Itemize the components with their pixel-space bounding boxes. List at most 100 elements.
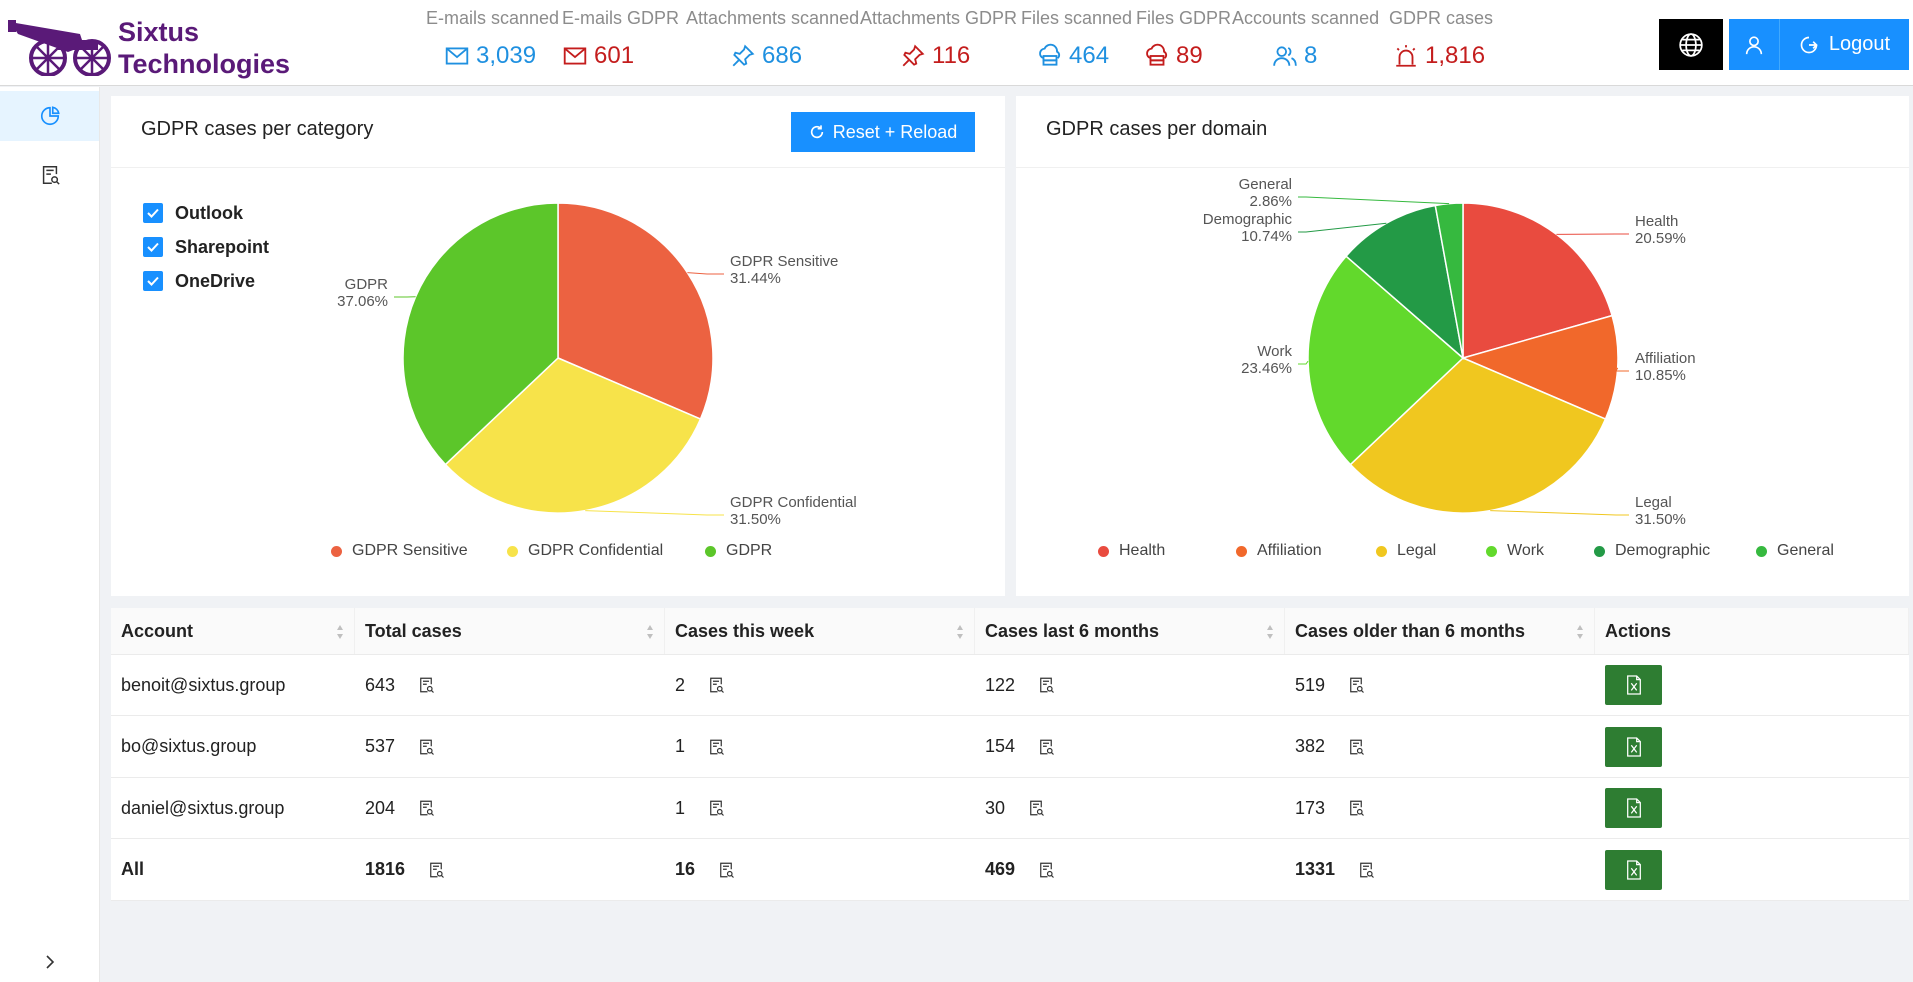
pie-slice-demographic[interactable] bbox=[1345, 204, 1465, 360]
user-button[interactable] bbox=[1729, 19, 1779, 70]
leader-line bbox=[1298, 222, 1387, 233]
legend-item-legal[interactable]: Legal bbox=[1376, 542, 1436, 560]
cell-six: 154 bbox=[975, 717, 1285, 777]
stat-number: 464 bbox=[1069, 42, 1110, 69]
language-button[interactable] bbox=[1659, 19, 1723, 70]
column-header-account[interactable]: Account bbox=[111, 608, 355, 654]
domain-chart-card: GDPR cases per domain Health 20.59% Affili… bbox=[1016, 96, 1909, 596]
cell-older: 519 bbox=[1285, 655, 1595, 715]
sort-icon[interactable] bbox=[1576, 624, 1584, 640]
stat-number: 686 bbox=[762, 42, 803, 69]
filter-sharepoint[interactable]: Sharepoint bbox=[143, 230, 269, 264]
file-search-icon[interactable] bbox=[1037, 738, 1055, 756]
checkbox-checked-icon[interactable] bbox=[143, 271, 163, 291]
file-search-icon[interactable] bbox=[1037, 676, 1055, 694]
sidebar-item-dashboard[interactable] bbox=[0, 91, 99, 141]
logout-label: Logout bbox=[1828, 33, 1891, 55]
cell-week: 1 bbox=[665, 778, 975, 838]
file-search-icon[interactable] bbox=[707, 799, 725, 817]
export-excel-button[interactable] bbox=[1605, 849, 1662, 890]
column-header-total-cases[interactable]: Total cases bbox=[355, 608, 665, 654]
export-excel-button[interactable] bbox=[1605, 788, 1662, 828]
chevron-right-icon bbox=[45, 955, 54, 969]
export-excel-button[interactable] bbox=[1605, 726, 1662, 767]
file-search-icon[interactable] bbox=[707, 676, 725, 694]
sidebar-collapse-toggle[interactable] bbox=[0, 942, 99, 982]
file-search-icon[interactable] bbox=[427, 861, 445, 879]
pie-slice-work[interactable] bbox=[1307, 255, 1465, 466]
legend-label: Demographic bbox=[1615, 542, 1711, 559]
file-search-icon[interactable] bbox=[1357, 861, 1375, 879]
file-search-icon[interactable] bbox=[1347, 738, 1365, 756]
file-search-icon[interactable] bbox=[417, 738, 435, 756]
file-search-icon[interactable] bbox=[717, 861, 735, 879]
alarm-icon bbox=[1393, 43, 1425, 69]
file-search-icon[interactable] bbox=[1347, 799, 1365, 817]
stat-value: 116 bbox=[900, 42, 970, 70]
column-header-cases-older-than-6-months[interactable]: Cases older than 6 months bbox=[1285, 608, 1595, 654]
legend-item-gdpr[interactable]: GDPR bbox=[705, 542, 772, 560]
legend-item-work[interactable]: Work bbox=[1486, 542, 1544, 560]
column-header-label: Cases this week bbox=[675, 620, 815, 641]
slice-label-name: Demographic bbox=[1203, 211, 1293, 228]
cell-value: 382 bbox=[1295, 736, 1326, 756]
legend-dot-icon bbox=[1098, 545, 1109, 557]
file-search-icon[interactable] bbox=[1347, 676, 1365, 694]
slice-label-name: GDPR Sensitive bbox=[730, 253, 838, 270]
filter-label: Sharepoint bbox=[175, 236, 270, 257]
legend-item-demographic[interactable]: Demographic bbox=[1594, 542, 1710, 560]
file-search-icon[interactable] bbox=[1027, 799, 1045, 817]
cell-value: bo@sixtus.group bbox=[121, 736, 257, 756]
cell-older: 1331 bbox=[1285, 840, 1595, 900]
column-header-label: Account bbox=[121, 620, 193, 641]
slice-label-percent: 10.74% bbox=[1241, 228, 1292, 245]
column-header-cases-last-6-months[interactable]: Cases last 6 months bbox=[975, 608, 1285, 654]
sidebar-item-reports[interactable] bbox=[0, 150, 99, 200]
legend-item-health[interactable]: Health bbox=[1098, 542, 1165, 560]
excel-file-icon bbox=[1625, 675, 1643, 695]
cell-older: 173 bbox=[1285, 778, 1595, 838]
cell-week: 1 bbox=[665, 717, 975, 777]
cell-actions bbox=[1595, 655, 1909, 715]
stat-value: 601 bbox=[562, 42, 634, 70]
file-search-icon[interactable] bbox=[417, 676, 435, 694]
sort-icon[interactable] bbox=[956, 624, 964, 640]
legend-dot-icon bbox=[1376, 545, 1387, 557]
table-row: benoit@sixtus.group 643 2 122 519 bbox=[111, 655, 1909, 716]
column-header-cases-this-week[interactable]: Cases this week bbox=[665, 608, 975, 654]
cell-week: 16 bbox=[665, 840, 975, 900]
export-excel-button[interactable] bbox=[1605, 665, 1662, 705]
sort-icon[interactable] bbox=[646, 624, 654, 640]
reset-reload-button[interactable]: Reset + Reload bbox=[791, 112, 975, 152]
stat-label: Files scanned bbox=[1021, 8, 1133, 28]
legend-item-gdpr-confidential[interactable]: GDPR Confidential bbox=[507, 542, 663, 560]
company-logo[interactable]: Sixtus Technologies bbox=[8, 8, 290, 79]
legend-item-gdpr-sensitive[interactable]: GDPR Sensitive bbox=[331, 542, 468, 560]
checkbox-checked-icon[interactable] bbox=[143, 237, 163, 257]
file-search-icon[interactable] bbox=[1037, 861, 1055, 879]
sort-icon[interactable] bbox=[336, 624, 344, 640]
filter-outlook[interactable]: Outlook bbox=[143, 196, 269, 230]
cell-value: daniel@sixtus.group bbox=[121, 797, 285, 818]
filter-label: OneDrive bbox=[175, 270, 256, 291]
slice-label-percent: 31.50% bbox=[730, 511, 781, 528]
logout-icon bbox=[1800, 36, 1818, 53]
logout-button[interactable]: Logout bbox=[1779, 19, 1909, 70]
filter-onedrive[interactable]: OneDrive bbox=[143, 264, 269, 298]
checkbox-checked-icon[interactable] bbox=[143, 203, 163, 223]
file-search-icon[interactable] bbox=[707, 738, 725, 756]
stat-value: 89 bbox=[1144, 42, 1203, 70]
stat-number: 601 bbox=[594, 42, 635, 69]
domain-card-title: GDPR cases per domain bbox=[1046, 118, 1268, 140]
pie-chart-icon bbox=[40, 106, 60, 126]
file-search-icon[interactable] bbox=[417, 799, 435, 817]
legend-item-affiliation[interactable]: Affiliation bbox=[1236, 542, 1322, 560]
stat-label: GDPR cases bbox=[1389, 8, 1494, 28]
slice-label-percent: 23.46% bbox=[1241, 360, 1292, 377]
pie-slice-gdpr-sensitive[interactable] bbox=[557, 202, 714, 421]
pie-slice-gdpr[interactable] bbox=[402, 202, 559, 466]
sort-icon[interactable] bbox=[1266, 624, 1274, 640]
stat-number: 3,039 bbox=[476, 42, 537, 69]
legend-item-general[interactable]: General bbox=[1756, 542, 1834, 560]
